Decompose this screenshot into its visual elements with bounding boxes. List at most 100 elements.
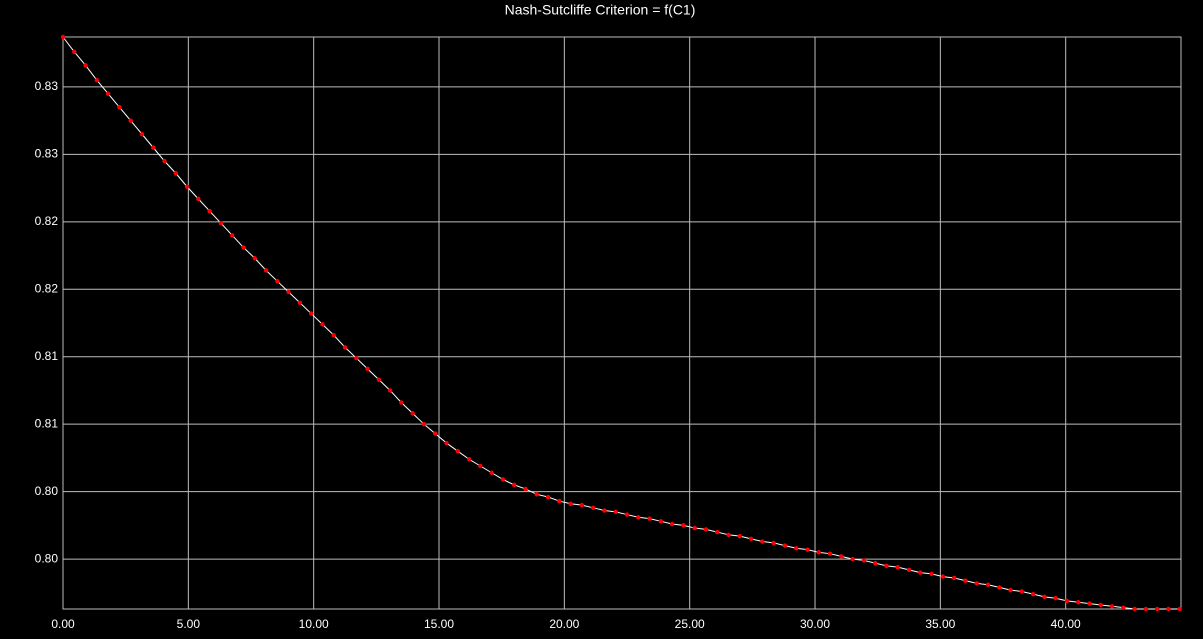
data-point: [1053, 596, 1058, 601]
data-point: [218, 220, 224, 226]
data-point: [1087, 601, 1092, 606]
data-point: [455, 448, 461, 454]
data-point: [839, 554, 844, 559]
x-tick-label: 5.00: [177, 617, 201, 631]
data-point: [500, 477, 506, 482]
data-line: [62, 36, 1180, 610]
data-point: [658, 519, 664, 524]
data-point: [399, 400, 404, 405]
data-point: [624, 512, 630, 517]
data-point: [1076, 600, 1081, 605]
data-point: [1154, 606, 1160, 612]
y-tick-label: 0.83: [35, 147, 59, 161]
data-point: [1098, 602, 1103, 608]
data-point: [1121, 605, 1126, 610]
data-point: [545, 494, 551, 500]
data-point: [557, 498, 562, 504]
data-point: [60, 34, 66, 40]
data-point: [1008, 587, 1013, 593]
data-point: [906, 567, 912, 573]
data-point: [850, 556, 855, 562]
data-point: [692, 525, 697, 531]
data-point: [139, 131, 145, 137]
data-point: [489, 470, 494, 475]
x-tick-label: 25.00: [675, 617, 705, 631]
y-tick-label: 0.82: [35, 214, 59, 228]
data-point: [196, 196, 201, 202]
x-tick-label: 10.00: [299, 617, 329, 631]
x-tick-label: 15.00: [424, 617, 454, 631]
x-tick-label: 0.00: [51, 617, 75, 631]
data-point: [1132, 606, 1137, 612]
data-point: [320, 322, 325, 327]
data-point: [568, 501, 573, 506]
data-point: [466, 457, 472, 462]
data-point: [94, 77, 100, 83]
data-point: [523, 486, 528, 492]
data-point: [342, 345, 348, 350]
data-point: [230, 233, 235, 238]
y-tick-label: 0.80: [35, 551, 59, 565]
data-point: [354, 355, 359, 361]
data-point: [1109, 604, 1115, 609]
data-point: [872, 560, 878, 566]
data-point: [365, 366, 370, 372]
x-tick-label: 40.00: [1051, 617, 1081, 631]
data-point: [963, 578, 968, 583]
data-point: [794, 546, 799, 551]
data-point: [884, 563, 889, 569]
data-point: [252, 256, 257, 261]
data-point: [816, 550, 821, 555]
data-point: [748, 536, 754, 542]
data-point: [173, 171, 179, 176]
data-point: [602, 508, 607, 513]
x-tick-label: 30.00: [800, 617, 830, 631]
data-point: [997, 585, 1002, 590]
data-point: [613, 509, 618, 515]
data-point: [534, 492, 539, 497]
data-point: [263, 268, 269, 273]
data-point: [918, 570, 923, 575]
y-tick-label: 0.81: [35, 349, 59, 363]
data-point: [636, 515, 641, 520]
data-point: [895, 564, 900, 570]
data-point: [782, 543, 788, 548]
data-point: [647, 516, 652, 521]
data-point: [117, 104, 122, 110]
data-point: [827, 551, 833, 556]
data-point: [512, 482, 517, 488]
data-point: [376, 377, 382, 382]
data-point: [1143, 606, 1149, 612]
data-point: [669, 521, 675, 527]
x-tick-label: 35.00: [925, 617, 955, 631]
data-point: [579, 502, 585, 508]
data-point: [241, 245, 246, 250]
data-point: [297, 300, 303, 305]
data-point: [184, 184, 190, 189]
data-point: [83, 63, 88, 68]
data-point: [308, 311, 314, 316]
y-tick-label: 0.82: [35, 281, 59, 295]
data-point: [760, 539, 765, 544]
data-point: [929, 571, 934, 577]
data-point: [162, 158, 167, 164]
data-point: [703, 527, 709, 532]
data-point: [72, 49, 77, 55]
y-tick-label: 0.81: [35, 416, 59, 430]
data-point: [771, 540, 776, 546]
data-point: [128, 118, 133, 123]
data-point: [275, 278, 280, 284]
data-point: [940, 574, 946, 579]
data-point: [951, 575, 957, 581]
data-point: [974, 581, 979, 586]
data-point: [1030, 591, 1036, 597]
data-point: [151, 145, 156, 150]
data-point: [681, 523, 686, 528]
data-point: [861, 558, 867, 563]
data-point: [331, 332, 336, 338]
data-point: [433, 431, 438, 436]
data-point: [737, 533, 743, 539]
